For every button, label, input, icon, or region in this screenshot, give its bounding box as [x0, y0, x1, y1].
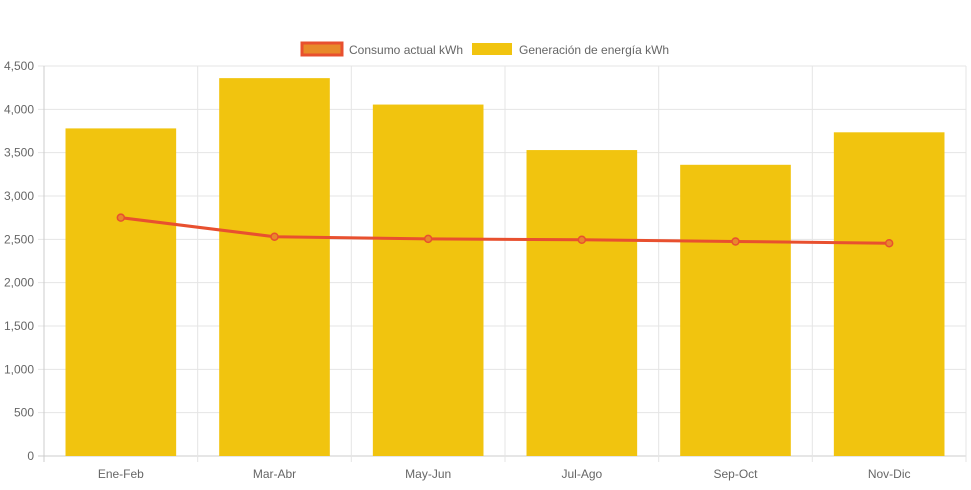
bar — [219, 78, 330, 456]
x-tick-label: Ene-Feb — [98, 467, 144, 481]
legend-label-line: Consumo actual kWh — [349, 43, 463, 57]
bar — [372, 104, 484, 457]
line-series — [116, 213, 894, 248]
x-tick-label: Jul-Ago — [561, 467, 602, 481]
line-point — [731, 237, 740, 246]
legend: Consumo actual kWh Generación de energía … — [300, 41, 669, 57]
x-tick-label: Nov-Dic — [868, 467, 911, 481]
y-tick-label: 0 — [27, 449, 34, 463]
legend-swatch-line — [300, 41, 344, 57]
y-tick-label: 4,500 — [4, 59, 34, 73]
legend-swatch-bar — [472, 43, 512, 55]
x-tick-label: Sep-Oct — [713, 467, 758, 481]
line-point — [577, 235, 587, 245]
y-tick-label: 2,500 — [4, 232, 34, 246]
y-tick-label: 1,500 — [4, 319, 34, 333]
y-tick-label: 3,000 — [4, 189, 34, 203]
bar — [680, 164, 791, 457]
line-point — [116, 213, 126, 222]
x-tick-label: May-Jun — [405, 467, 451, 481]
line-point — [423, 234, 433, 244]
y-tick-label: 500 — [14, 406, 34, 420]
line-point — [884, 238, 894, 248]
axes: 0 500 1,000 1,500 2,000 2,500 3,000 3,500 4,000 4… — [4, 59, 911, 481]
bar — [833, 132, 945, 457]
bar — [526, 150, 638, 457]
bar — [65, 128, 177, 456]
y-tick-label: 4,000 — [4, 102, 34, 116]
legend-label-bar: Generación de energía kWh — [519, 43, 669, 57]
line-path — [120, 216, 890, 245]
y-tick-label: 2,000 — [4, 276, 34, 290]
y-tick-label: 3,500 — [4, 146, 34, 160]
y-tick-label: 1,000 — [4, 362, 34, 376]
bar-series — [65, 78, 945, 457]
grid-lines — [38, 65, 967, 462]
line-point — [270, 232, 279, 241]
x-tick-label: Mar-Abr — [253, 467, 296, 481]
